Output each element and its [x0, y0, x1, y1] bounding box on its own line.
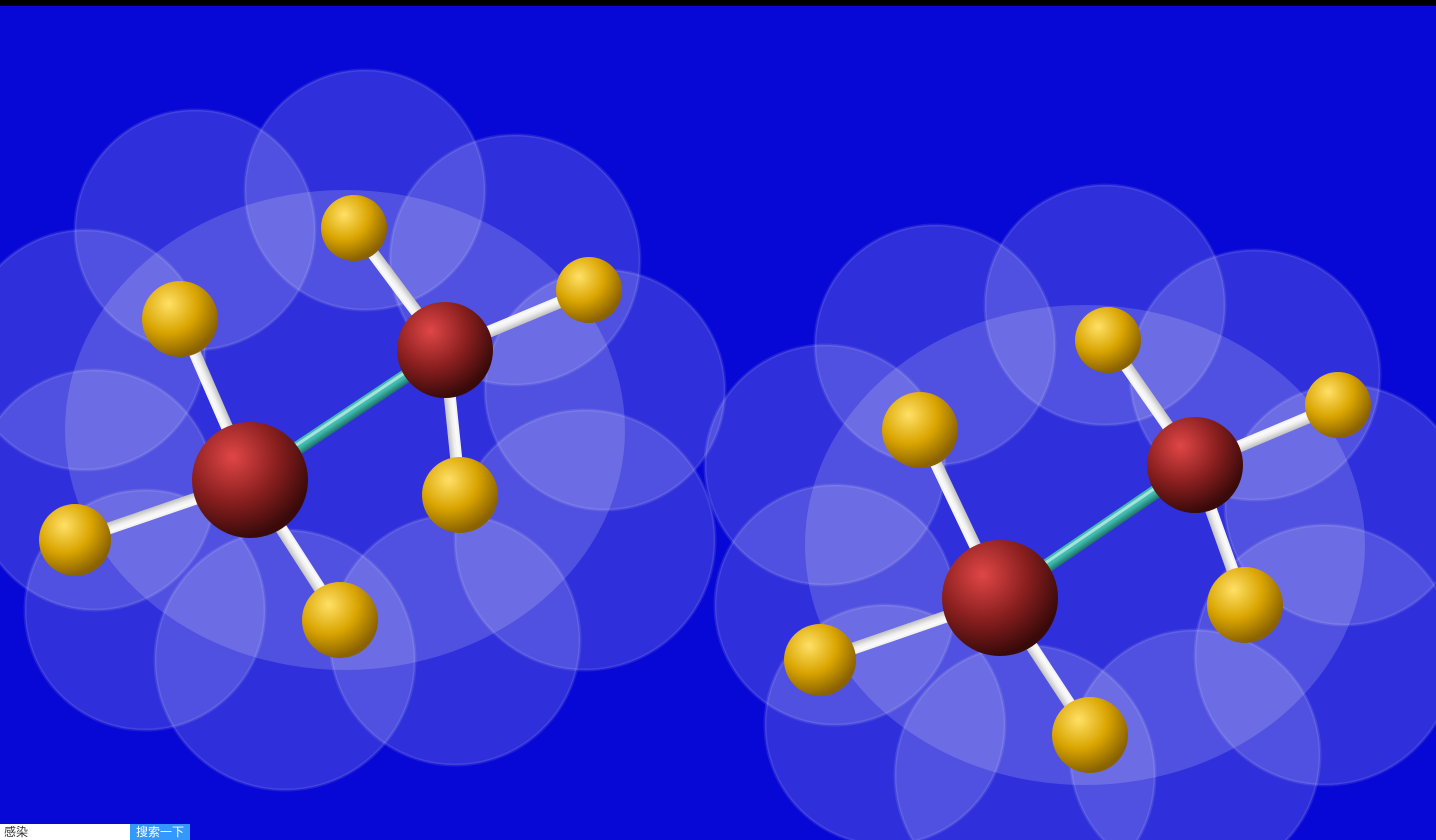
- atom-central: [397, 302, 493, 398]
- atom-outer: [556, 257, 622, 323]
- atom-outer: [1305, 372, 1371, 438]
- search-button[interactable]: 搜索一下: [130, 824, 190, 840]
- atom-outer: [142, 281, 218, 357]
- taskbar: 感染 搜索一下: [0, 824, 190, 840]
- atom-outer: [302, 582, 378, 658]
- atom-outer: [1075, 307, 1141, 373]
- atom-outer: [784, 624, 856, 696]
- atom-outer: [321, 195, 387, 261]
- atom-outer: [422, 457, 498, 533]
- atom-outer: [882, 392, 958, 468]
- diagram-stage: 感染 搜索一下: [0, 0, 1436, 840]
- atom-central: [942, 540, 1058, 656]
- atom-central: [1147, 417, 1243, 513]
- atom-central: [192, 422, 308, 538]
- atom-outer: [1207, 567, 1283, 643]
- atom-outer: [39, 504, 111, 576]
- atom-outer: [1052, 697, 1128, 773]
- molecule-svg: [0, 0, 1436, 840]
- search-input[interactable]: 感染: [0, 824, 130, 840]
